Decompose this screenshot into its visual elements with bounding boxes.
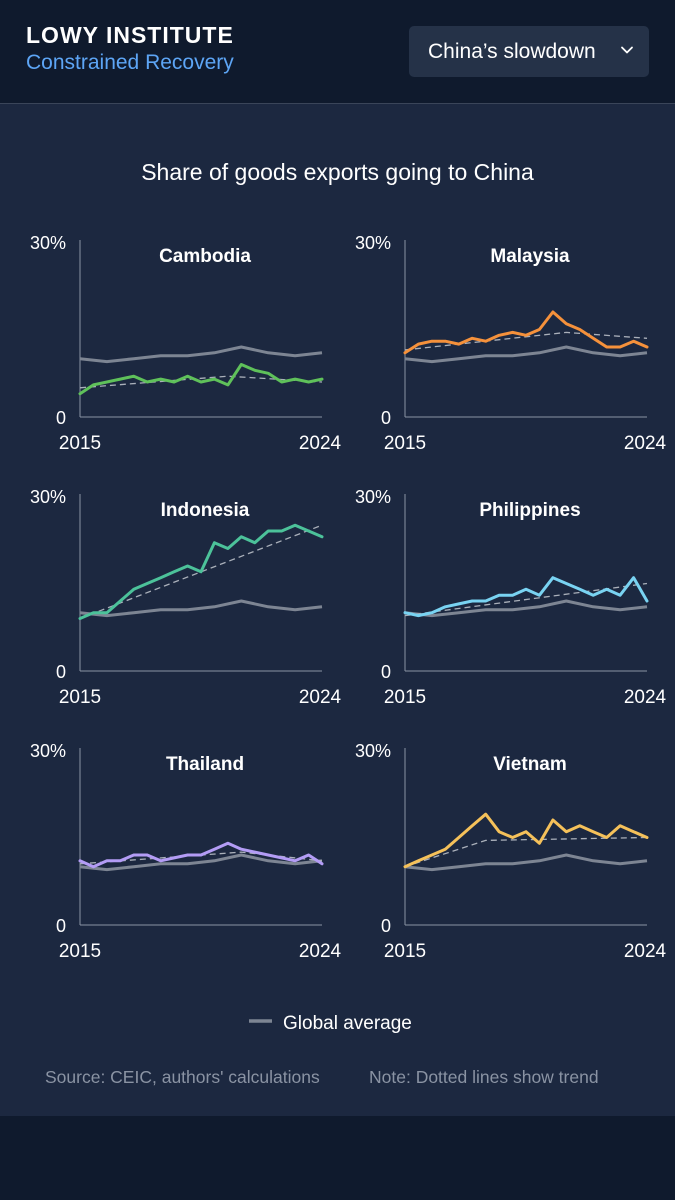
panel-title-thailand: Thailand (166, 754, 244, 775)
footer-band (0, 1116, 675, 1200)
x-tick-label-start: 2015 (384, 941, 426, 962)
trend-line-vietnam (404, 836, 648, 868)
y-tick-label-min: 0 (56, 408, 66, 428)
panel-title-cambodia: Cambodia (159, 246, 251, 267)
y-tick-label-max: 30% (355, 487, 391, 507)
panel-title-malaysia: Malaysia (490, 246, 570, 267)
chart-legend: Global average (249, 1013, 412, 1034)
app-header: LOWY INSTITUTE Constrained Recovery Chin… (0, 0, 675, 104)
series-line-vietnam (403, 812, 649, 869)
panel-indonesia: 30% 0 2015 2024 Indonesia (30, 487, 342, 708)
chart-title: Share of goods exports going to China (141, 159, 534, 185)
global-average-line (404, 345, 648, 364)
y-tick-label-max: 30% (30, 487, 66, 507)
panel-title-indonesia: Indonesia (161, 500, 250, 521)
x-tick-label-end: 2024 (624, 687, 667, 708)
x-tick-label-start: 2015 (59, 941, 101, 962)
global-average-line (79, 853, 323, 872)
legend-label-global-average: Global average (283, 1013, 412, 1034)
x-tick-label-end: 2024 (299, 941, 342, 962)
trend-line-thailand (79, 851, 323, 865)
global-average-line (79, 345, 323, 364)
panel-malaysia: 30% 0 2015 2024 Malaysia (355, 233, 667, 454)
chart-panel (0, 104, 675, 1116)
y-tick-label-max: 30% (30, 741, 66, 761)
trend-note: Note: Dotted lines show trend (369, 1067, 599, 1087)
series-line-cambodia (78, 363, 324, 396)
panel-vietnam: 30% 0 2015 2024 Vietnam (355, 741, 667, 962)
topic-dropdown[interactable]: China’s slowdown (409, 26, 649, 77)
series-line-philippines (403, 576, 649, 618)
x-tick-label-start: 2015 (59, 433, 101, 454)
x-tick-label-end: 2024 (624, 941, 667, 962)
panel-title-philippines: Philippines (479, 500, 580, 521)
report-subtitle-link[interactable]: Constrained Recovery (26, 51, 234, 74)
y-tick-label-min: 0 (56, 916, 66, 936)
x-tick-label-start: 2015 (59, 687, 101, 708)
global-average-line (79, 599, 323, 618)
x-tick-label-start: 2015 (384, 687, 426, 708)
y-tick-label-max: 30% (355, 741, 391, 761)
chevron-down-icon (621, 46, 633, 54)
small-multiples-chart: Share of goods exports going to China 30… (30, 159, 667, 1087)
x-tick-label-end: 2024 (299, 433, 342, 454)
series-line-indonesia (78, 523, 324, 620)
brand-logo-text: LOWY INSTITUTE (26, 22, 234, 48)
panel-philippines: 30% 0 2015 2024 Philippines (355, 487, 667, 708)
y-tick-label-min: 0 (381, 916, 391, 936)
x-tick-label-end: 2024 (299, 687, 342, 708)
y-tick-label-max: 30% (30, 233, 66, 253)
panel-thailand: 30% 0 2015 2024 Thailand (30, 741, 342, 962)
x-tick-label-end: 2024 (624, 433, 667, 454)
x-tick-label-start: 2015 (384, 433, 426, 454)
series-line-thailand (78, 841, 324, 869)
y-tick-label-min: 0 (381, 662, 391, 682)
series-line-malaysia (403, 310, 649, 355)
panel-title-vietnam: Vietnam (493, 754, 567, 775)
panel-cambodia: 30% 0 2015 2024 Cambodia (30, 233, 342, 454)
global-average-line (404, 599, 648, 618)
source-note: Source: CEIC, authors' calculations (45, 1067, 320, 1087)
y-tick-label-min: 0 (381, 408, 391, 428)
y-tick-label-max: 30% (355, 233, 391, 253)
global-average-line (404, 853, 648, 872)
dropdown-selected-value: China’s slowdown (428, 39, 596, 63)
y-tick-label-min: 0 (56, 662, 66, 682)
